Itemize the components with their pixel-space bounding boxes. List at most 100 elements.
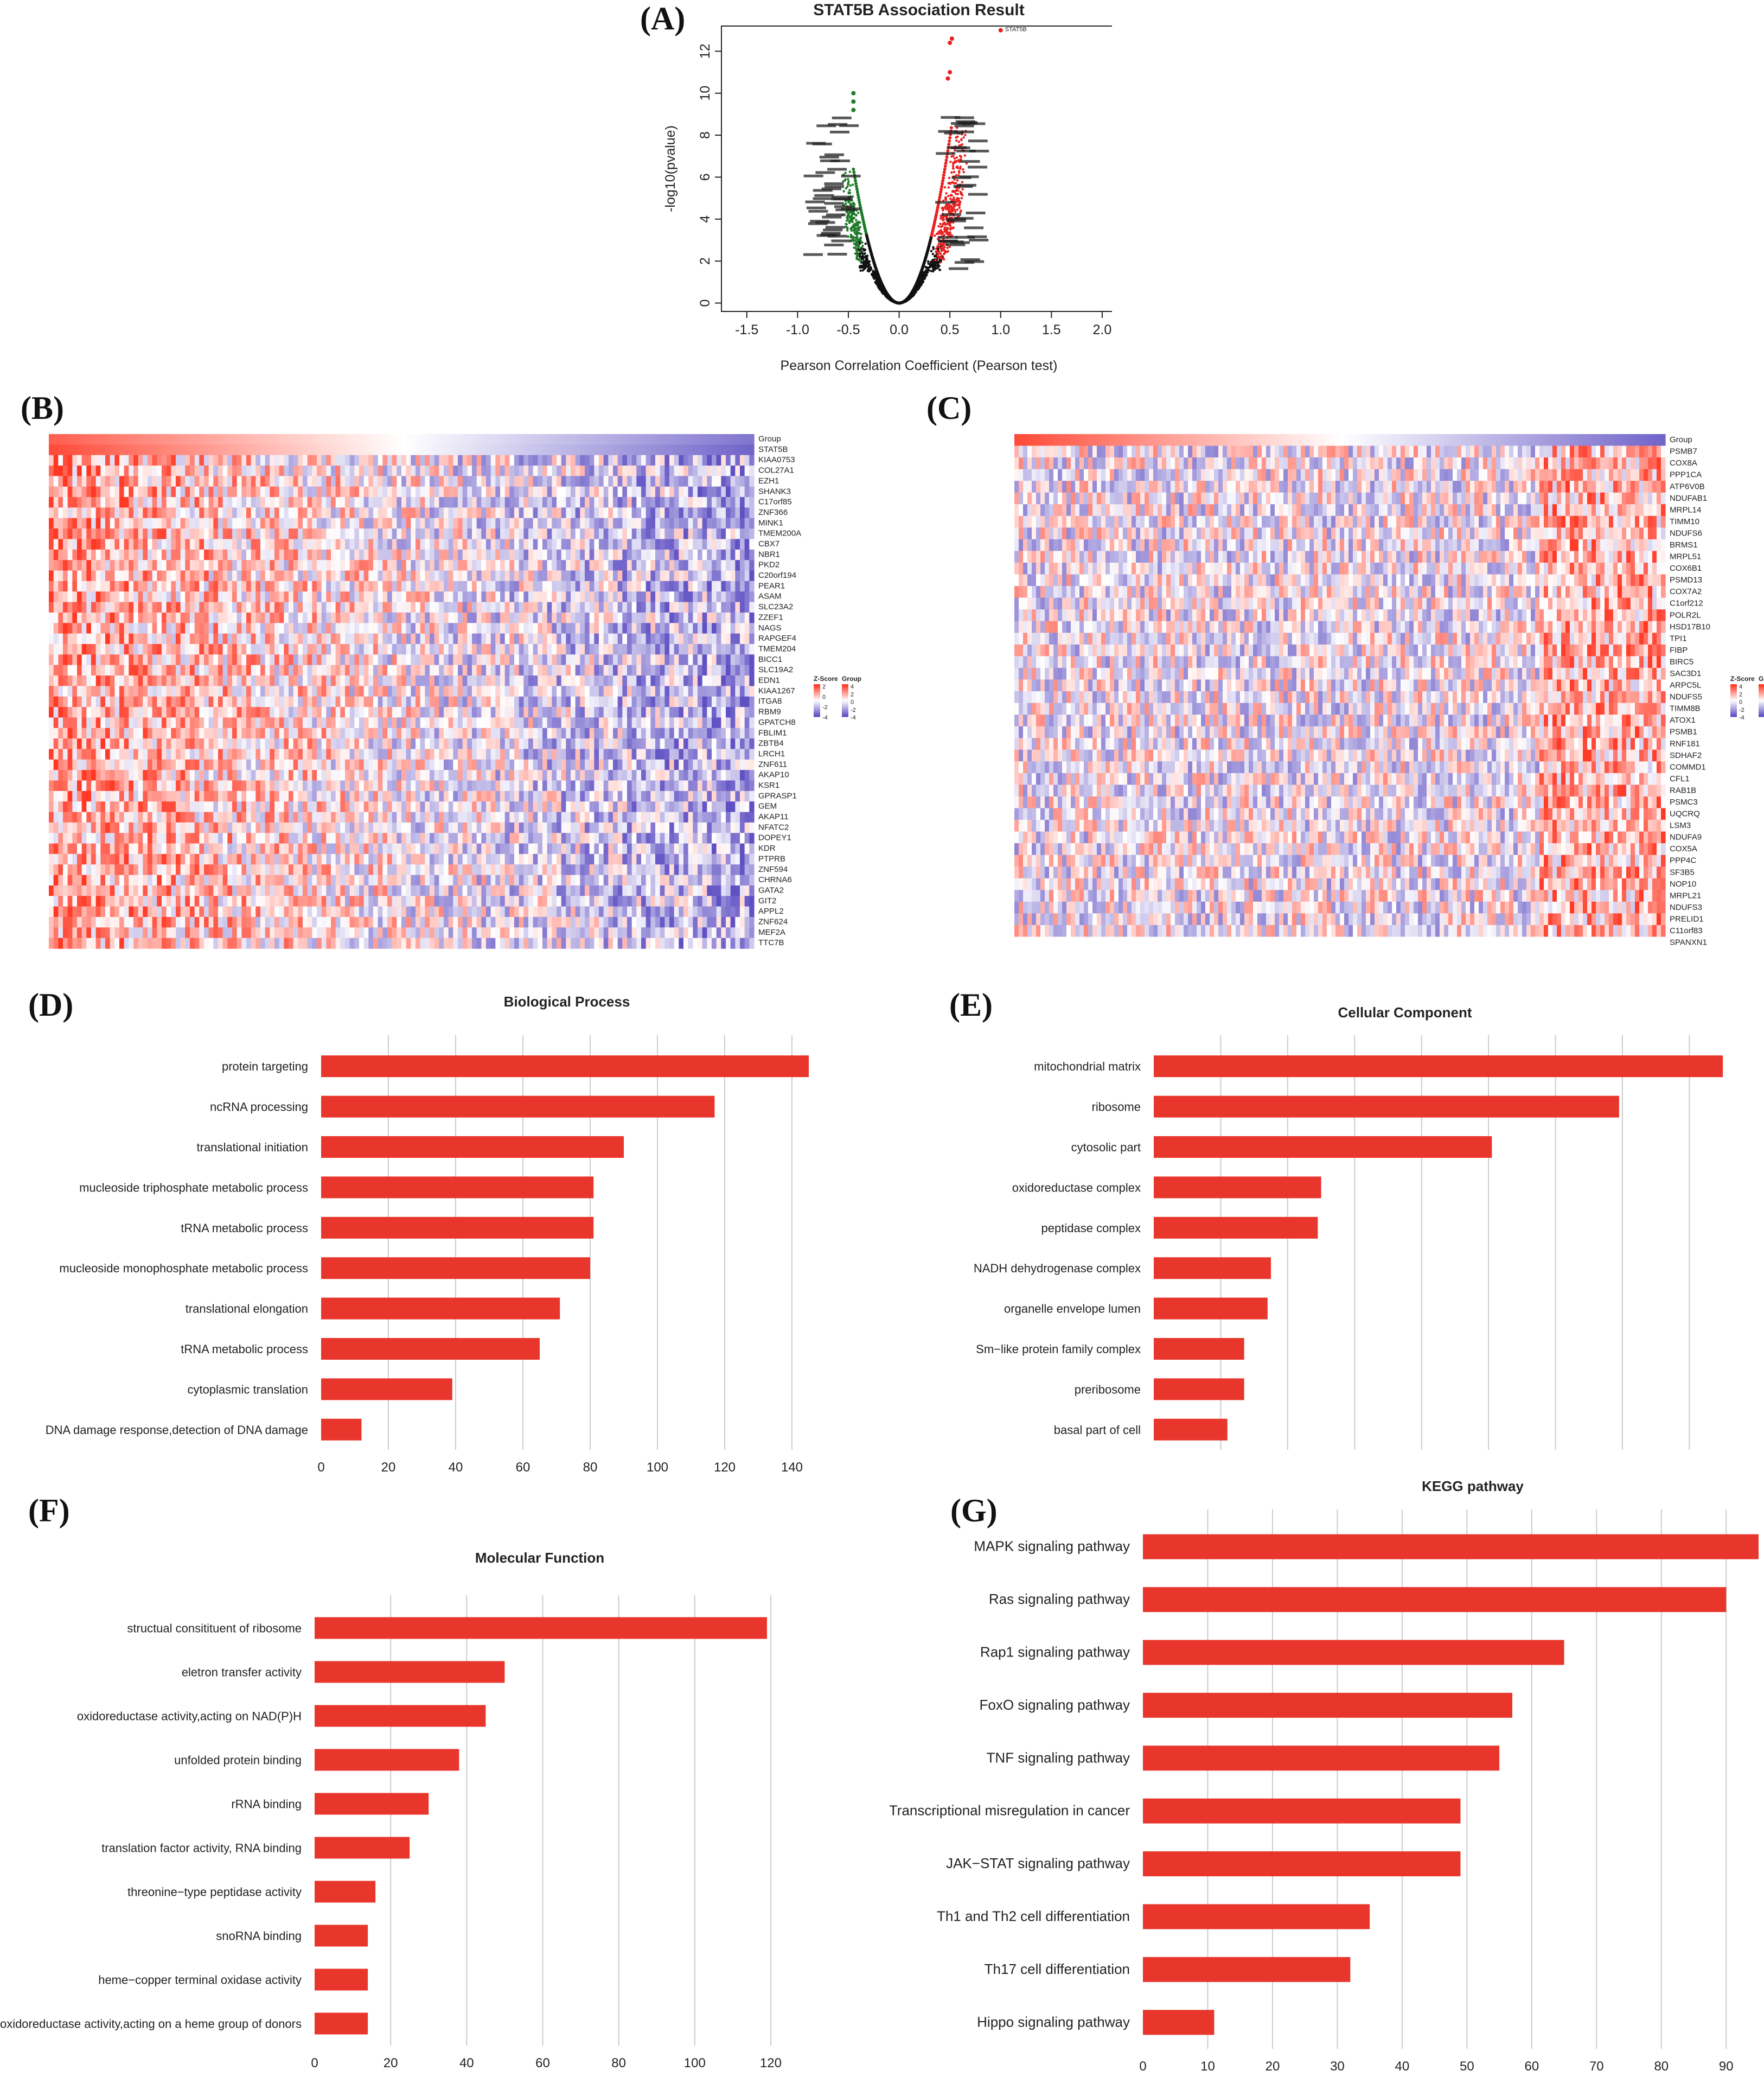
heatmap-cell bbox=[448, 581, 453, 592]
heatmap-cell bbox=[246, 633, 252, 645]
volcano-point bbox=[857, 226, 860, 229]
heatmap-cell bbox=[486, 518, 491, 529]
heatmap-cell bbox=[274, 581, 280, 592]
heatmap-cell bbox=[81, 528, 87, 540]
heatmap-cell bbox=[53, 591, 59, 603]
heatmap-cell bbox=[631, 518, 637, 529]
heatmap-cell bbox=[740, 497, 745, 508]
heatmap-cell bbox=[382, 654, 388, 666]
heatmap-cell bbox=[53, 560, 59, 571]
heatmap-cell bbox=[707, 623, 712, 634]
heatmap-cell bbox=[650, 486, 656, 498]
heatmap-cell bbox=[631, 570, 637, 582]
heatmap-cell bbox=[617, 591, 623, 603]
heatmap-cell bbox=[194, 518, 200, 529]
heatmap-cell bbox=[533, 518, 538, 529]
heatmap-cell bbox=[730, 507, 736, 519]
heatmap-cell bbox=[53, 654, 59, 666]
heatmap-cell bbox=[298, 612, 303, 623]
heatmap-cell bbox=[105, 633, 111, 645]
heatmap-cell bbox=[679, 623, 684, 634]
heatmap-cell bbox=[260, 539, 266, 550]
heatmap-cell bbox=[547, 507, 552, 519]
heatmap-cell bbox=[528, 591, 534, 603]
heatmap-cell bbox=[326, 581, 331, 592]
heatmap-cell bbox=[712, 476, 717, 487]
heatmap-cell bbox=[138, 612, 143, 623]
heatmap-cell bbox=[58, 560, 63, 571]
heatmap-cell bbox=[157, 455, 162, 466]
heatmap-cell bbox=[133, 560, 139, 571]
heatmap-cell bbox=[53, 602, 59, 613]
heatmap-cell bbox=[67, 455, 73, 466]
heatmap-cell bbox=[363, 497, 369, 508]
heatmap-cell bbox=[298, 507, 303, 519]
heatmap-cell bbox=[636, 633, 642, 645]
heatmap-cell bbox=[712, 644, 717, 655]
heatmap-cell bbox=[467, 518, 472, 529]
volcano-gene-label-mark bbox=[820, 159, 840, 162]
volcano-point bbox=[956, 179, 959, 182]
heatmap-cell bbox=[194, 581, 200, 592]
heatmap-cell bbox=[430, 455, 435, 466]
heatmap-cell bbox=[679, 486, 684, 498]
heatmap-cell bbox=[476, 466, 482, 476]
heatmap-cell bbox=[213, 633, 219, 645]
heatmap-cell bbox=[91, 444, 97, 456]
heatmap-cell bbox=[589, 570, 595, 582]
heatmap-cell bbox=[585, 570, 590, 582]
volcano-point bbox=[944, 230, 947, 233]
heatmap-cell bbox=[669, 560, 675, 571]
heatmap-cell bbox=[218, 466, 223, 476]
heatmap-cell bbox=[114, 549, 120, 560]
heatmap-cell bbox=[129, 434, 134, 445]
heatmap-cell bbox=[730, 497, 736, 508]
heatmap-cell bbox=[744, 528, 750, 540]
heatmap-cell bbox=[509, 591, 515, 603]
heatmap-cell bbox=[594, 497, 599, 508]
heatmap-cell bbox=[627, 612, 632, 623]
heatmap-cell bbox=[222, 486, 228, 498]
heatmap-cell bbox=[430, 539, 435, 550]
heatmap-cell bbox=[373, 455, 379, 466]
heatmap-cell bbox=[486, 654, 491, 666]
heatmap-cell bbox=[326, 654, 331, 666]
heatmap-cell bbox=[397, 602, 402, 613]
heatmap-cell bbox=[580, 528, 585, 540]
heatmap-cell bbox=[481, 434, 487, 445]
volcano-point bbox=[854, 182, 858, 186]
heatmap-cell bbox=[476, 549, 482, 560]
heatmap-cell bbox=[481, 466, 487, 476]
heatmap-cell bbox=[86, 434, 92, 445]
heatmap-cell bbox=[72, 466, 78, 476]
heatmap-cell bbox=[368, 528, 374, 540]
heatmap-cell bbox=[603, 528, 609, 540]
heatmap-cell bbox=[95, 549, 101, 560]
heatmap-cell bbox=[401, 497, 407, 508]
heatmap-cell bbox=[95, 507, 101, 519]
heatmap-cell bbox=[669, 539, 675, 550]
heatmap-cell bbox=[241, 476, 247, 487]
heatmap-cell bbox=[307, 602, 312, 613]
heatmap-cell bbox=[77, 581, 82, 592]
heatmap-cell bbox=[382, 497, 388, 508]
heatmap-cell bbox=[274, 644, 280, 655]
heatmap-cell bbox=[490, 466, 496, 476]
heatmap-cell bbox=[180, 486, 186, 498]
heatmap-cell bbox=[603, 486, 609, 498]
heatmap-cell bbox=[406, 654, 411, 666]
volcano-point bbox=[864, 243, 867, 245]
heatmap-cell bbox=[698, 612, 703, 623]
heatmap-cell bbox=[110, 549, 115, 560]
heatmap-cell bbox=[683, 560, 689, 571]
heatmap-cell bbox=[340, 528, 346, 540]
heatmap-cell bbox=[749, 623, 755, 634]
heatmap-cell bbox=[401, 466, 407, 476]
heatmap-cell bbox=[716, 612, 721, 623]
heatmap-cell bbox=[566, 539, 571, 550]
heatmap-cell bbox=[335, 434, 341, 445]
heatmap-cell bbox=[462, 560, 468, 571]
heatmap-cell bbox=[157, 476, 162, 487]
heatmap-cell bbox=[458, 623, 463, 634]
heatmap-cell bbox=[514, 528, 520, 540]
